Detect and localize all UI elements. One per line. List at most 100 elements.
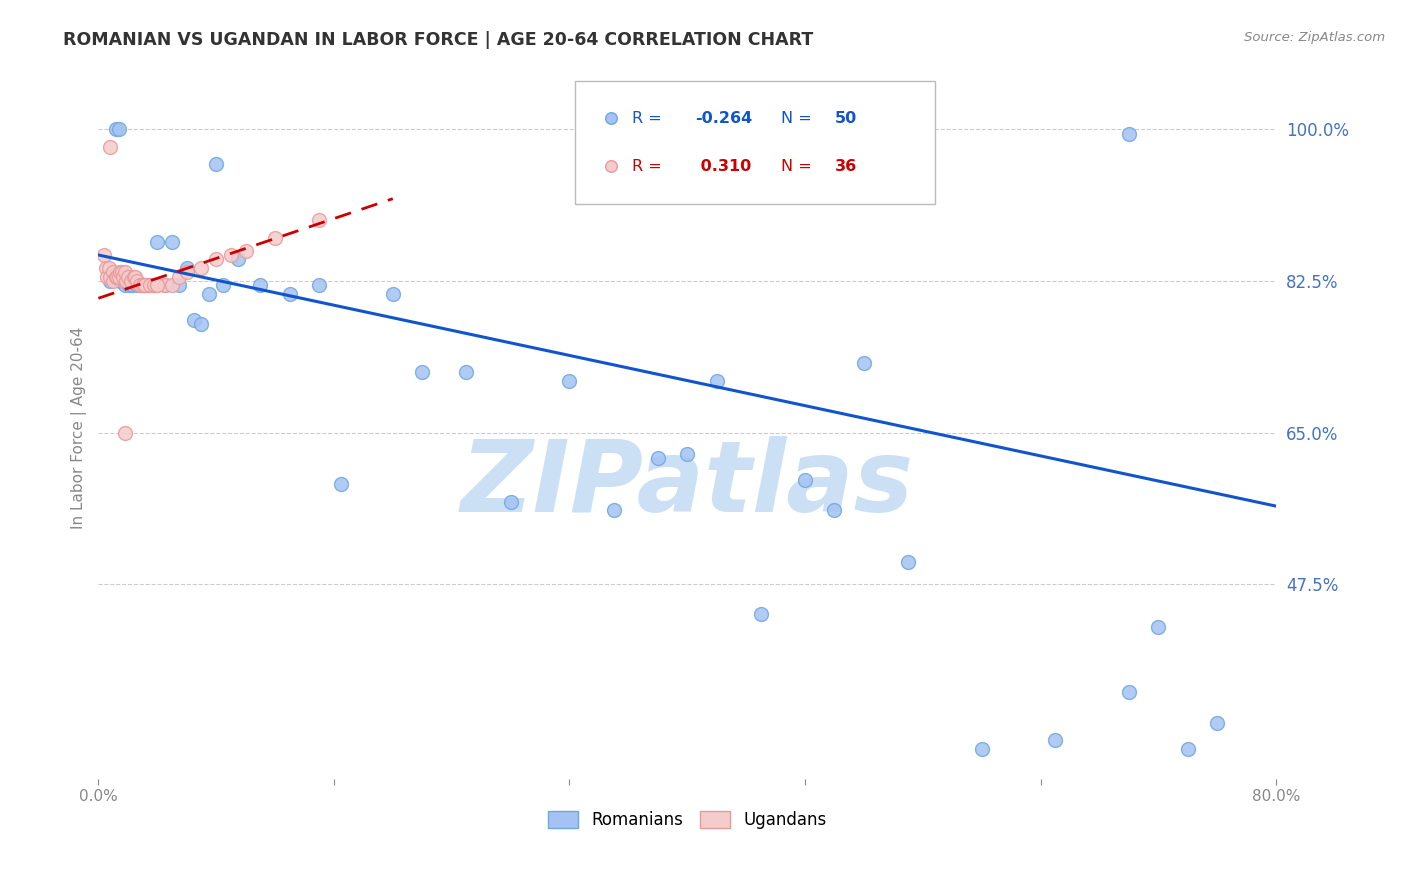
Point [249,278,271,293]
Point [169,269,191,284]
Y-axis label: In Labor Force | Age 20-64: In Labor Force | Age 20-64 [72,327,87,529]
Text: 36: 36 [834,159,856,174]
Text: ZIPatlas: ZIPatlas [461,436,914,533]
Point [308,278,330,293]
Point [101,265,124,279]
Point [143,278,166,293]
Point [98,139,121,153]
Point [1118,127,1140,141]
Point [98,274,121,288]
Point [101,274,124,288]
Point [176,260,198,275]
Point [96,269,118,284]
Point [131,278,153,293]
Point [125,278,148,293]
Point [146,235,169,249]
Point [852,356,875,370]
Text: R =: R = [631,111,666,126]
Point [160,235,183,249]
Point [676,447,699,461]
Point [131,278,153,293]
Point [727,173,749,187]
Point [190,260,212,275]
Point [190,318,212,332]
Point [212,278,235,293]
Point [197,287,219,301]
Point [139,278,162,293]
Text: Source: ZipAtlas.com: Source: ZipAtlas.com [1244,31,1385,45]
Point [108,122,131,136]
Point [105,269,128,284]
FancyBboxPatch shape [575,81,935,203]
Point [107,269,129,284]
Point [134,278,156,293]
Point [1045,733,1067,747]
Point [117,269,139,284]
Point [1206,715,1229,730]
Point [93,248,115,262]
Point [153,278,176,293]
Point [97,260,120,275]
Point [134,278,156,293]
Point [205,252,228,267]
Point [558,374,581,388]
Point [122,274,145,288]
Point [749,607,772,622]
Point [264,230,287,244]
Point [125,274,148,288]
Text: N =: N = [782,159,817,174]
Point [499,495,522,509]
Text: -0.264: -0.264 [696,111,752,126]
Point [128,278,150,293]
Point [146,278,169,293]
Point [128,278,150,293]
Point [98,269,121,284]
Point [1147,620,1170,634]
Point [226,252,249,267]
Point [143,278,166,293]
Point [118,278,141,293]
Point [114,425,136,440]
Point [138,278,160,293]
Point [308,213,330,227]
Point [153,278,176,293]
Point [381,287,404,301]
Text: N =: N = [782,111,817,126]
Point [219,248,242,262]
Point [647,451,669,466]
Point [105,269,128,284]
Point [794,473,817,487]
Point [114,278,136,293]
Text: R =: R = [631,159,666,174]
Point [124,274,146,288]
Point [1177,741,1199,756]
Point [205,157,228,171]
Point [727,232,749,246]
Point [160,278,183,293]
Point [117,274,139,288]
Point [278,287,301,301]
Text: ROMANIAN VS UGANDAN IN LABOR FORCE | AGE 20-64 CORRELATION CHART: ROMANIAN VS UGANDAN IN LABOR FORCE | AGE… [63,31,814,49]
Point [105,122,128,136]
Point [110,274,132,288]
Point [456,365,478,379]
Point [146,278,169,293]
Legend: Romanians, Ugandans: Romanians, Ugandans [543,805,831,834]
Point [823,503,845,517]
Text: 0.310: 0.310 [696,159,752,174]
Point [1118,685,1140,699]
Point [115,274,138,288]
Point [897,556,920,570]
Point [602,503,624,517]
Point [111,265,134,279]
Point [235,244,257,258]
Point [122,269,145,284]
Text: 50: 50 [834,111,856,126]
Point [706,374,728,388]
Point [124,269,146,284]
Point [970,741,993,756]
Point [121,278,143,293]
Point [110,265,132,279]
Point [94,260,117,275]
Point [112,269,135,284]
